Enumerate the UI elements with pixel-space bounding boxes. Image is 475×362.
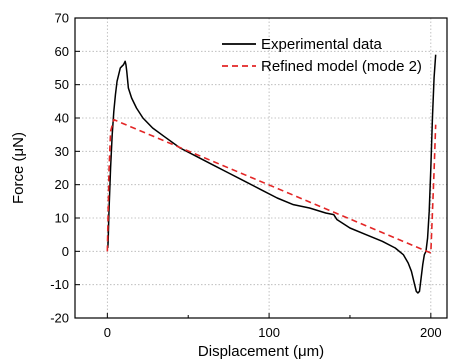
legend-label-experimental: Experimental data [261, 36, 383, 53]
x-tick-label-0: 0 [104, 325, 111, 340]
x-axis-title: Displacement (μm) [198, 343, 324, 360]
series-layer [106, 54, 437, 294]
legend-label-model: Refined model (mode 2) [261, 58, 422, 75]
series-line-1 [106, 118, 437, 254]
tick-labels: -20 -10 0 10 20 30 40 50 60 70 0 100 200 [50, 11, 441, 341]
y-tick-label-8: 60 [55, 44, 69, 59]
y-tick-label-1: -10 [50, 277, 69, 292]
y-tick-label-5: 30 [55, 144, 69, 159]
y-tick-label-9: 70 [55, 11, 69, 26]
y-tick-label-0: -20 [50, 311, 69, 326]
ticks [75, 17, 432, 319]
y-axis-title: Force (μN) [10, 132, 27, 204]
plot-frame [74, 17, 448, 319]
x-tick-label-1: 100 [258, 325, 280, 340]
y-tick-label-3: 10 [55, 211, 69, 226]
series-line-0 [107, 54, 437, 294]
y-tick-label-6: 40 [55, 111, 69, 126]
legend: Experimental data Refined model (mode 2) [222, 36, 422, 75]
x-tick-label-2: 200 [420, 325, 442, 340]
y-tick-label-4: 20 [55, 177, 69, 192]
y-tick-label-2: 0 [62, 244, 69, 259]
plot-area [75, 18, 447, 318]
y-tick-label-7: 50 [55, 77, 69, 92]
